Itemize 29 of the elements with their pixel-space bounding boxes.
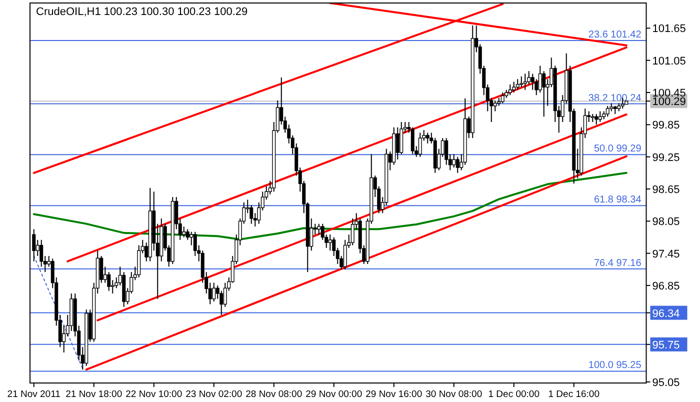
x-tick-label: 21 Nov 2011 xyxy=(7,389,60,400)
y-tick-label: 97.45 xyxy=(652,248,680,260)
y-tick-label: 101.65 xyxy=(652,23,686,36)
ref-line-label: 50.0 99.29 xyxy=(594,144,642,155)
y-tick-label: 101.05 xyxy=(652,55,686,68)
ref-line-label: 23.6 101.42 xyxy=(588,30,642,41)
y-tick-label: 100.29 xyxy=(652,96,686,108)
y-tick-label: 98.65 xyxy=(652,184,680,196)
y-tick-label: 95.05 xyxy=(652,376,680,389)
y-tick-label: 99.85 xyxy=(652,120,680,132)
ref-line-label: 76.4 97.16 xyxy=(594,258,642,269)
ref-line-label: 38.2 100.24 xyxy=(588,92,642,104)
x-tick-label: 29 Nov 16:00 xyxy=(366,389,422,400)
x-tick-label: 28 Nov 08:00 xyxy=(246,389,302,400)
x-tick-label: 30 Nov 08:00 xyxy=(426,389,482,400)
ref-line-label: 100.0 95.25 xyxy=(588,360,642,372)
x-tick-label: 1 Dec 16:00 xyxy=(548,389,600,400)
y-tick-label: 95.75 xyxy=(652,339,680,352)
x-tick-label: 29 Nov 00:00 xyxy=(306,389,362,400)
y-tick-label: 98.05 xyxy=(652,216,680,228)
y-tick-label: 96.85 xyxy=(652,280,680,292)
ref-line-label: 61.8 98.34 xyxy=(594,194,642,206)
chart-title: CrudeOIL,H1 100.23 100.30 100.23 100.29 xyxy=(36,6,248,18)
x-tick-label: 22 Nov 10:00 xyxy=(126,389,182,400)
y-tick-label: 96.34 xyxy=(652,308,680,320)
x-tick-label: 1 Dec 00:00 xyxy=(488,389,540,400)
x-tick-label: 21 Nov 18:00 xyxy=(66,389,122,400)
x-tick-label: 23 Nov 02:00 xyxy=(186,389,242,400)
y-tick-label: 99.25 xyxy=(652,152,680,164)
